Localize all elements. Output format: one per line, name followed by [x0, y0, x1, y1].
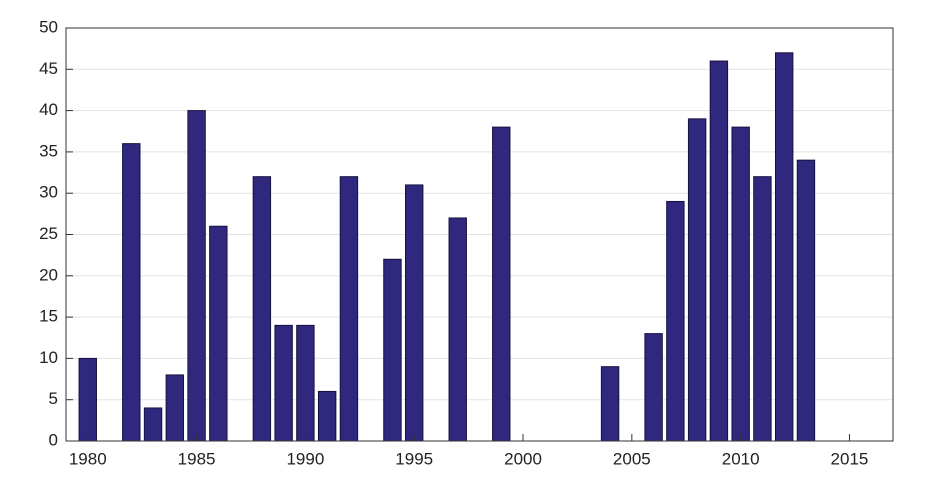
bar	[774, 52, 794, 442]
bar	[796, 159, 816, 442]
bar	[731, 126, 750, 442]
bar	[405, 184, 424, 442]
x-tick-label: 2000	[504, 449, 542, 468]
bar	[252, 176, 272, 442]
bar	[274, 324, 293, 442]
bar	[753, 176, 772, 442]
bar	[492, 126, 511, 442]
bar	[687, 118, 707, 442]
x-tick-label: 1995	[395, 449, 433, 468]
y-tick-label: 10	[39, 348, 58, 367]
bar	[666, 200, 685, 442]
y-tick-label: 20	[39, 265, 58, 284]
y-tick-label: 50	[39, 17, 58, 36]
x-tick-label: 1985	[178, 449, 216, 468]
bar	[448, 217, 467, 442]
bar	[187, 110, 206, 442]
bar	[383, 258, 402, 442]
y-tick-label: 45	[39, 59, 58, 78]
bar	[296, 324, 315, 442]
x-tick-label: 2010	[722, 449, 760, 468]
y-tick-label: 30	[39, 183, 58, 202]
bar	[165, 374, 185, 442]
y-tick-label: 15	[39, 307, 58, 326]
bar	[209, 225, 228, 442]
bar	[339, 176, 359, 442]
y-tick-label: 40	[39, 100, 58, 119]
bar	[709, 60, 729, 442]
y-tick-label: 5	[49, 389, 58, 408]
y-tick-label: 35	[39, 141, 58, 160]
bar	[122, 143, 141, 442]
x-tick-label: 2015	[831, 449, 869, 468]
y-tick-label: 25	[39, 224, 58, 243]
x-tick-label: 1980	[69, 449, 107, 468]
bar	[600, 366, 620, 442]
x-tick-label: 1990	[286, 449, 324, 468]
bar	[317, 390, 337, 442]
y-tick-label: 0	[49, 430, 58, 449]
bar	[143, 407, 163, 442]
bar	[644, 333, 663, 442]
x-tick-label: 2005	[613, 449, 651, 468]
bar	[78, 357, 97, 442]
axes-box	[65, 27, 894, 442]
